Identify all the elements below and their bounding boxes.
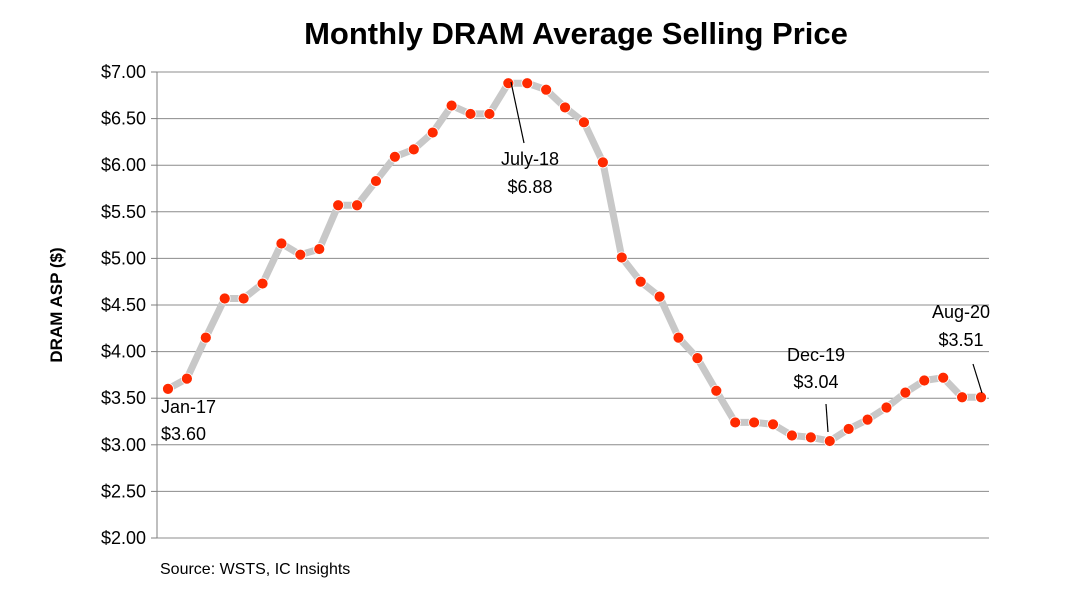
y-tick-label: $4.00 xyxy=(101,342,146,362)
data-point xyxy=(502,77,515,90)
data-point xyxy=(615,251,628,264)
annotation-leader-line xyxy=(510,81,525,144)
series-line xyxy=(164,79,985,445)
data-point xyxy=(634,275,647,288)
annotation-value: $3.51 xyxy=(938,330,983,350)
series-line-group xyxy=(164,79,985,445)
data-point xyxy=(559,101,571,114)
y-tick-label: $3.50 xyxy=(101,388,146,408)
data-point xyxy=(842,423,855,435)
y-tick-label: $5.00 xyxy=(101,248,146,268)
data-points xyxy=(162,77,987,447)
data-point xyxy=(767,418,779,431)
y-tick-label: $6.00 xyxy=(101,155,146,175)
data-point xyxy=(596,156,609,169)
data-point xyxy=(804,431,817,444)
data-point xyxy=(937,371,950,384)
y-tick-label: $5.50 xyxy=(101,202,146,222)
data-point xyxy=(956,391,968,404)
data-point xyxy=(388,150,401,163)
y-tick-label: $4.50 xyxy=(101,295,146,315)
data-point xyxy=(899,386,912,399)
y-tick-label: $3.00 xyxy=(101,435,146,455)
y-axis-label: DRAM ASP ($) xyxy=(47,247,66,362)
y-axis-ticks: $2.00 $2.50 $3.00 $3.50 $4.00 $4.50 $5.00 $5.50… xyxy=(101,62,157,548)
y-tick-label: $7.00 xyxy=(101,62,146,82)
data-point xyxy=(370,175,382,187)
data-point xyxy=(918,374,931,387)
data-point xyxy=(445,99,458,112)
data-point xyxy=(710,384,723,397)
annotation-label: Jan-17 xyxy=(161,397,216,417)
annotation-value: $3.60 xyxy=(161,424,206,444)
data-point xyxy=(199,331,212,344)
annotation-leader-line xyxy=(972,363,983,394)
data-point xyxy=(426,126,439,139)
annotation-label: July-18 xyxy=(501,149,559,169)
data-point xyxy=(729,416,742,429)
data-point xyxy=(464,108,477,120)
data-point xyxy=(237,292,250,305)
data-point xyxy=(748,416,761,429)
chart-title: Monthly DRAM Average Selling Price xyxy=(304,16,848,51)
annotation-value: $6.88 xyxy=(507,177,552,197)
gridlines xyxy=(157,71,989,539)
y-tick-label: $2.00 xyxy=(101,528,146,548)
data-point xyxy=(861,413,874,426)
data-point xyxy=(351,199,363,212)
data-point xyxy=(181,372,193,385)
data-point xyxy=(672,331,685,344)
data-point xyxy=(483,108,496,120)
data-point xyxy=(162,382,174,395)
data-point xyxy=(540,83,553,96)
data-point xyxy=(823,435,836,447)
data-point xyxy=(256,277,269,290)
data-point xyxy=(975,391,987,404)
data-point xyxy=(275,237,288,250)
data-point xyxy=(578,116,590,129)
y-tick-label: $6.50 xyxy=(101,109,146,129)
data-point xyxy=(786,429,798,442)
data-point xyxy=(521,77,534,90)
annotation-label: Dec-19 xyxy=(787,345,845,365)
y-tick-label: $2.50 xyxy=(101,481,146,501)
annotation-value: $3.04 xyxy=(793,372,838,392)
data-point xyxy=(653,290,666,303)
data-point xyxy=(407,143,420,156)
data-point xyxy=(218,292,231,305)
data-point xyxy=(691,352,704,365)
data-point xyxy=(880,401,893,414)
data-point xyxy=(332,199,345,212)
data-point xyxy=(313,243,326,255)
source-note: Source: WSTS, IC Insights xyxy=(160,561,350,578)
annotations: Jan-17 $3.60 July-18 $6.88 Dec-19 $3.04 Aug-20… xyxy=(161,81,990,444)
annotation-leader-line xyxy=(825,403,829,433)
data-point xyxy=(294,248,307,261)
annotation-label: Aug-20 xyxy=(932,302,990,322)
